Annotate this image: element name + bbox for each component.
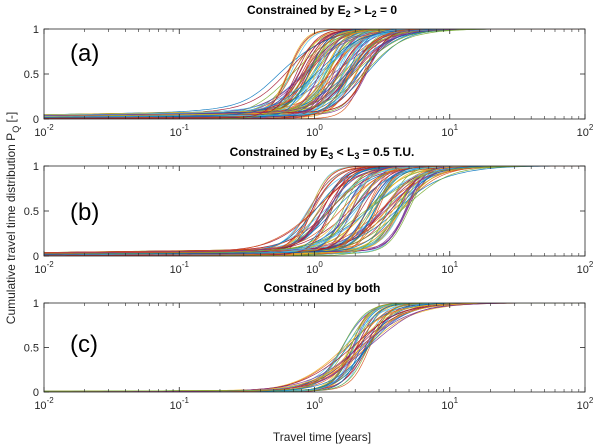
y-tick-label: 0.5 [24,69,39,81]
cdf-curve [44,166,585,254]
cdf-curve [44,303,585,392]
panel-c-label: (c) [70,331,98,358]
cdf-curve [44,303,585,392]
x-tick-label: 101 [441,123,458,139]
y-tick-label: 0 [33,251,39,263]
cdf-curve [44,303,585,392]
cdf-curve [44,303,585,392]
x-tick-label: 101 [441,396,458,412]
cdf-curve [44,303,585,392]
cdf-curve [44,303,585,392]
y-tick-label: 1 [33,161,39,173]
panel-a: 10-2 10-1 100 101 102 0 0.5 1 Constrained by E2… [24,3,594,139]
cdf-curve [44,303,585,392]
cdf-curve [44,29,585,117]
y-tick-label: 0 [33,387,39,399]
cdf-curve [44,29,585,116]
x-tick-label: 100 [306,396,323,412]
cdf-curve [44,29,585,119]
x-tick-label: 102 [577,123,594,139]
y-tick-label: 0 [33,114,39,126]
x-tick-label: 10-1 [170,123,190,139]
cdf-curve [44,303,585,392]
cdf-curve [44,166,585,254]
panel-c: 10-2 10-1 100 101 102 0 0.5 1 Constrained by bo… [24,281,594,412]
panel-b-curves [44,166,585,256]
cdf-curve [44,303,585,392]
x-tick-label: 10-1 [170,260,190,276]
cdf-curve [44,166,585,254]
panel-a-title: Constrained by E2 > L2 = 0 [247,3,397,19]
cdf-curve [44,166,585,254]
cdf-curve [44,166,585,253]
axes-box [43,302,586,393]
panel-a-label: (a) [70,40,99,67]
y-tick-label: 1 [33,24,39,36]
cdf-curve [44,166,585,254]
cdf-curve [44,166,585,254]
panel-b-title: Constrained by E3 < L3 = 0.5 T.U. [230,145,415,161]
cdf-curve [44,303,585,392]
cdf-curve [44,166,585,256]
x-tick-label: 102 [577,396,594,412]
panel-a-curves [44,29,585,119]
cdf-curve [44,29,585,118]
cdf-curve [44,166,585,254]
cdf-curve [44,303,585,392]
x-tick-label: 101 [441,260,458,276]
cdf-curve [44,29,585,117]
panel-b-label: (b) [70,199,99,226]
cdf-curve [44,303,585,392]
cdf-curve [44,29,585,116]
cdf-curve [44,303,585,392]
cdf-curve [44,303,585,392]
cdf-curve [44,303,585,392]
cdf-curve [44,166,585,254]
y-tick-label: 1 [33,298,39,310]
x-tick-label: 10-2 [34,396,54,412]
x-tick-label: 102 [577,260,594,276]
cdf-curve [44,303,585,392]
x-tick-label: 100 [306,260,323,276]
x-tick-label: 10-2 [34,123,54,139]
cdf-curve [44,166,585,254]
cdf-curve [44,166,585,256]
x-tick-label: 100 [306,123,323,139]
cdf-curve [44,166,585,254]
y-tick-label: 0.5 [24,343,39,355]
panel-c-curves [44,303,585,392]
x-tick-label: 10-2 [34,260,54,276]
cdf-curve [44,303,585,392]
cdf-curve [44,166,585,254]
cdf-curve [44,166,585,255]
x-axis-label: Travel time [years] [273,430,371,444]
x-tick-label: 10-1 [170,396,190,412]
cdf-curve [44,166,585,254]
y-tick-label: 0.5 [24,206,39,218]
panel-b: 10-2 10-1 100 101 102 0 0.5 1 Constrained by E3… [24,145,594,276]
cdf-curve [44,303,585,392]
cdf-curve [44,166,585,254]
panel-c-title: Constrained by both [264,281,381,295]
cdf-curve [44,303,585,392]
cdf-curve [44,303,585,392]
cdf-curve [44,29,585,118]
y-axis-label: Cumulative travel time distribution PQ [… [4,112,21,324]
